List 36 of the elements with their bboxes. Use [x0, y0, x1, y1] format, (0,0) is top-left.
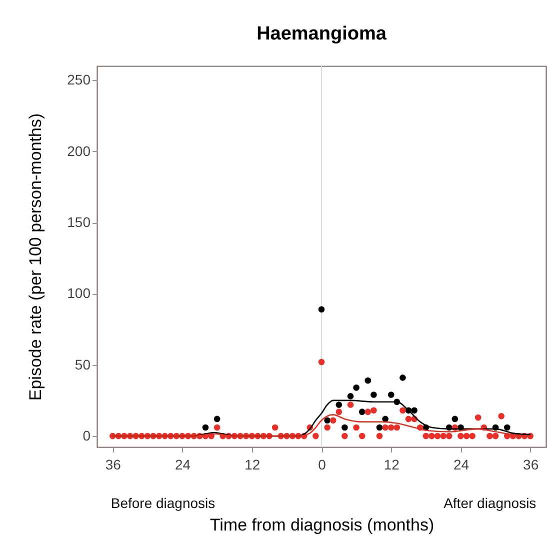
chart-title: Haemangioma [256, 24, 387, 44]
text: After diagnosis [444, 495, 536, 511]
y-tick-label: 0 [82, 428, 91, 444]
x-tick-label: 12 [244, 456, 260, 472]
point [400, 374, 406, 381]
point [202, 424, 209, 431]
x-tick-label: 0 [318, 456, 326, 472]
x-tick-label: 12 [384, 456, 400, 472]
point [318, 306, 325, 313]
point [214, 416, 220, 422]
y-tick-label: 250 [67, 72, 91, 88]
point [336, 402, 342, 408]
y-tick-label: 150 [67, 214, 91, 230]
y-tick-label: 200 [67, 142, 91, 159]
point [364, 377, 372, 384]
point [358, 408, 366, 415]
point [342, 424, 348, 431]
point [324, 417, 330, 424]
point [411, 407, 418, 414]
x-tick-label: 36 [523, 456, 539, 472]
point [347, 393, 354, 400]
point [353, 384, 360, 391]
x-axis-title: Time from diagnosis (months) [210, 516, 434, 534]
x-tick-label: 24 [453, 456, 470, 472]
point [388, 392, 394, 398]
point [376, 424, 383, 431]
y-tick-label: 100 [67, 285, 91, 302]
x-tick-label: 36 [105, 456, 122, 472]
y-tick-label: 50 [74, 356, 91, 372]
y-axis-title: Episode rate (per 100 person-months) [26, 113, 46, 401]
point [504, 424, 510, 431]
text: Before diagnosis [110, 495, 216, 511]
point [370, 392, 377, 398]
point [382, 416, 388, 422]
x-tick-label: 24 [174, 456, 191, 472]
point [452, 416, 458, 422]
